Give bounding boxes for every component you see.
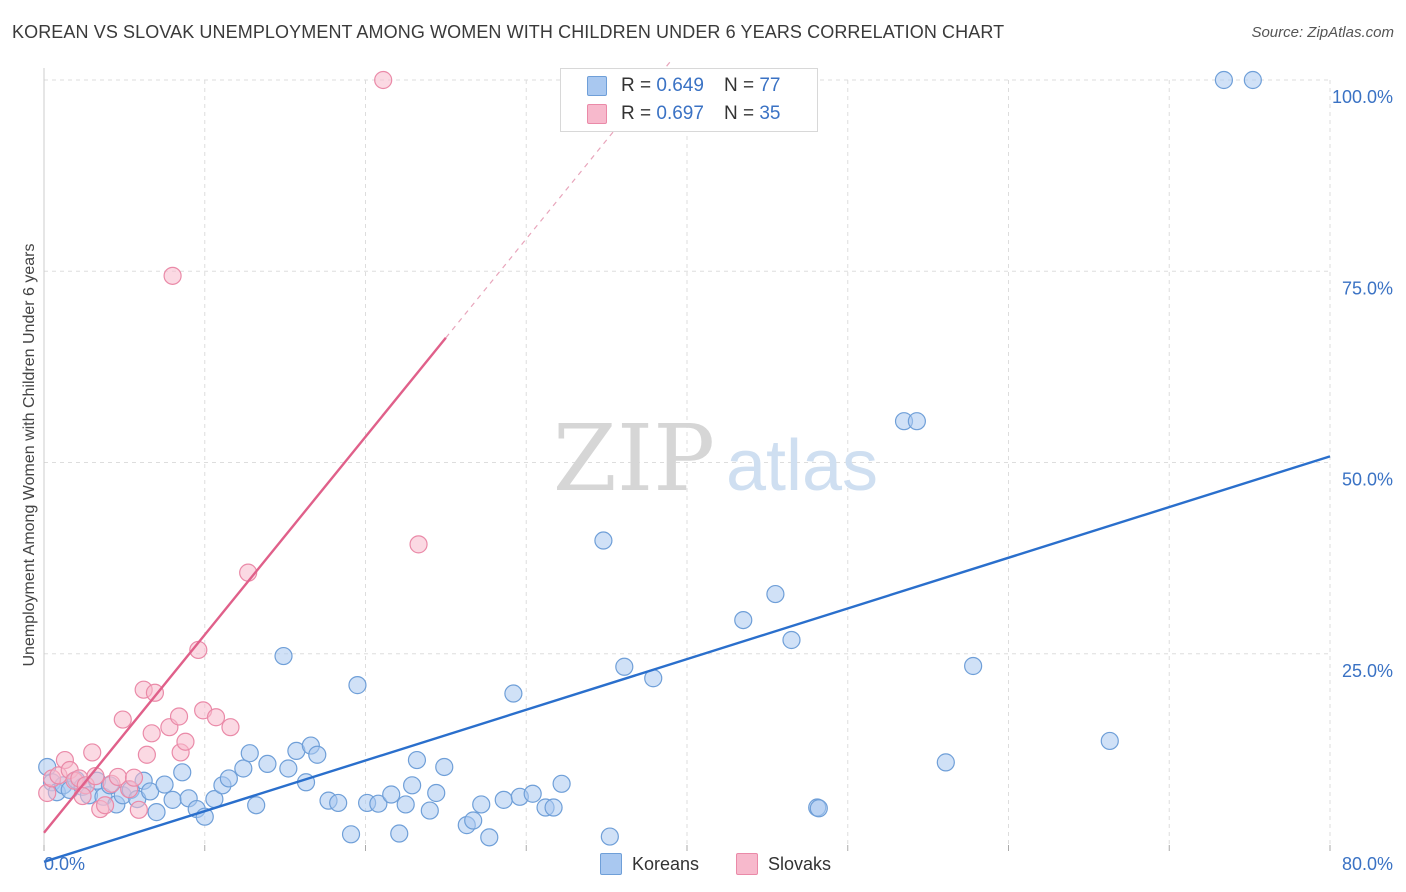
- x-tick-label-max: 80.0%: [1342, 854, 1393, 874]
- koreans-r-label: R =: [621, 75, 652, 96]
- koreans-swatch: [587, 76, 607, 96]
- korean-point-61: [552, 774, 571, 793]
- stats-row-koreans: R = 0.649 N = 77: [587, 73, 780, 99]
- y-tick-label-100: 100.0%: [1332, 87, 1393, 107]
- korean-point-26: [219, 769, 238, 788]
- slovak-point-32: [374, 70, 393, 90]
- korean-point-64: [615, 657, 634, 676]
- slovak-point-34: [73, 786, 92, 806]
- korean-point-66: [734, 610, 753, 630]
- korean-point-75: [1100, 731, 1119, 751]
- legend-koreans-label: Koreans: [632, 853, 700, 874]
- legend-item-slovaks[interactable]: Slovaks: [736, 852, 831, 876]
- slovaks-trendline: [43, 337, 447, 834]
- korean-point-74: [964, 656, 983, 676]
- korean-point-31: [274, 646, 293, 666]
- korean-point-60: [544, 798, 563, 817]
- korean-point-62: [594, 531, 613, 550]
- korean-point-52: [464, 811, 483, 830]
- korean-point-42: [369, 794, 388, 813]
- korean-point-30: [258, 754, 277, 774]
- legend-item-koreans[interactable]: Koreans: [600, 852, 699, 876]
- slovak-point-29: [206, 708, 226, 727]
- slovak-point-19: [137, 745, 156, 764]
- watermark-zip: ZIP: [553, 405, 715, 512]
- korean-point-48: [420, 801, 439, 820]
- korean-point-76: [1214, 70, 1234, 90]
- legend-slovaks-swatch: [736, 853, 758, 875]
- stats-row-slovaks: R = 0.697 N = 35: [587, 101, 780, 127]
- koreans-n-label: N =: [723, 75, 755, 96]
- korean-point-36: [308, 745, 327, 764]
- koreans-n-value: 77: [759, 75, 781, 96]
- korean-point-55: [494, 790, 513, 809]
- stats-box: R = 0.649 N = 77 R = 0.697 N = 35: [560, 68, 818, 132]
- trendlines-layer: [43, 60, 1331, 863]
- korean-point-70: [809, 799, 828, 818]
- korean-point-32: [279, 759, 298, 778]
- slovak-point-16: [124, 768, 144, 787]
- y-tick-label-50: 50.0%: [1342, 470, 1393, 490]
- korean-point-38: [329, 793, 348, 813]
- slovak-point-8: [83, 743, 102, 762]
- y-tick-label-75: 75.0%: [1342, 278, 1393, 298]
- korean-point-17: [147, 803, 166, 822]
- korean-point-68: [782, 630, 801, 650]
- slovak-point-24: [169, 707, 189, 726]
- slovak-point-17: [129, 800, 148, 819]
- slovaks-swatch: [587, 104, 607, 124]
- source-label: Source: ZipAtlas.com: [1251, 24, 1394, 41]
- korean-point-44: [390, 824, 409, 843]
- korean-point-19: [163, 790, 182, 809]
- slovaks-n-label: N =: [723, 103, 755, 124]
- korean-point-54: [480, 828, 499, 847]
- korean-point-28: [240, 744, 259, 763]
- x-tick-label-min: 0.0%: [44, 854, 85, 874]
- korean-point-53: [472, 795, 491, 814]
- korean-point-16: [140, 782, 160, 801]
- korean-point-27: [234, 759, 253, 778]
- koreans-r-value: 0.649: [656, 75, 704, 96]
- korean-point-50: [435, 757, 454, 777]
- legend-slovaks-label: Slovaks: [768, 853, 832, 874]
- korean-point-67: [766, 584, 785, 604]
- korean-point-58: [523, 784, 542, 803]
- points-layer: [38, 70, 1262, 847]
- korean-point-29: [247, 796, 266, 815]
- korean-point-43: [382, 785, 401, 804]
- slovak-point-33: [409, 535, 428, 554]
- slovak-point-21: [145, 683, 165, 702]
- slovak-point-23: [163, 266, 182, 285]
- korean-point-18: [155, 775, 174, 794]
- korean-point-63: [600, 827, 619, 846]
- korean-point-39: [341, 825, 361, 844]
- y-axis-label: Unemployment Among Women with Children U…: [21, 243, 38, 667]
- korean-point-20: [173, 763, 192, 782]
- slovak-point-20: [142, 724, 161, 743]
- korean-point-40: [348, 676, 367, 695]
- slovaks-r-label: R =: [621, 103, 652, 124]
- slovaks-r-value: 0.697: [656, 103, 704, 124]
- korean-point-45: [396, 795, 415, 814]
- korean-point-73: [936, 753, 955, 772]
- tick-labels-layer: 25.0% 50.0% 75.0% 100.0% 0.0% 80.0%: [44, 87, 1393, 874]
- y-tick-label-25: 25.0%: [1342, 661, 1393, 681]
- chart-title: KOREAN VS SLOVAK UNEMPLOYMENT AMONG WOME…: [12, 22, 1005, 42]
- koreans-trendline: [43, 455, 1331, 863]
- korean-point-49: [427, 783, 446, 803]
- slovak-point-26: [176, 732, 195, 751]
- slovak-point-14: [113, 710, 132, 729]
- korean-point-72: [907, 412, 926, 431]
- korean-point-77: [1243, 70, 1262, 90]
- korean-point-46: [403, 776, 422, 795]
- legend-koreans-swatch: [600, 853, 622, 875]
- slovak-point-11: [95, 796, 115, 815]
- slovaks-n-value: 35: [759, 103, 781, 124]
- korean-point-47: [407, 750, 427, 770]
- korean-point-56: [504, 684, 523, 703]
- slovak-point-30: [221, 718, 240, 737]
- watermark-atlas: atlas: [726, 426, 878, 506]
